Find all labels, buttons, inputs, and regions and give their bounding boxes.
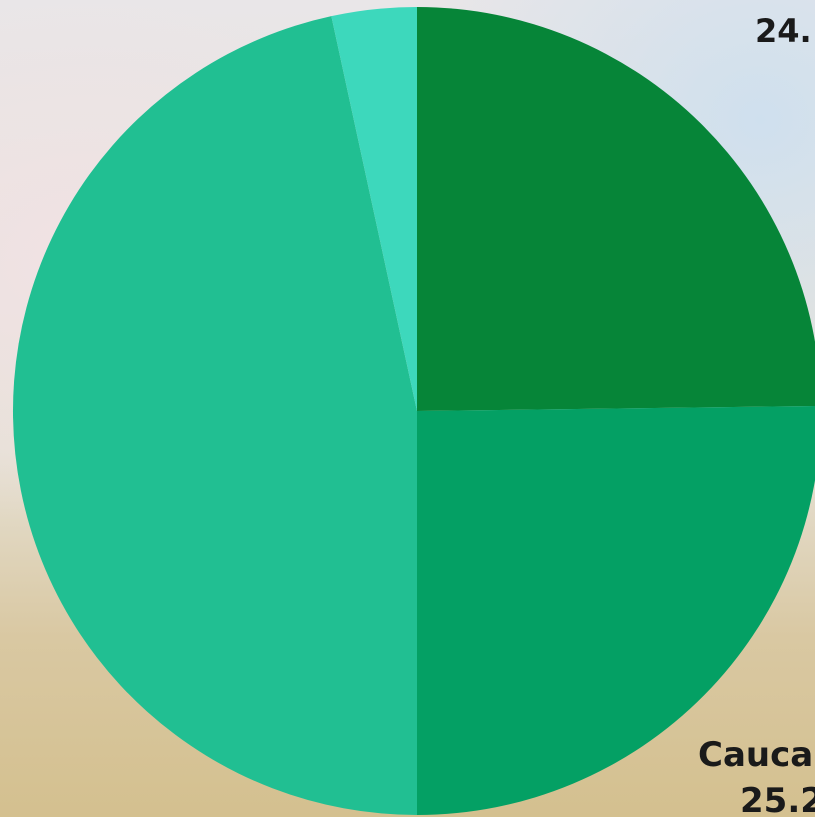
pie-slice-2: [12, 16, 418, 816]
pie-slices: [12, 6, 815, 816]
pie-slice-3: [331, 6, 417, 411]
pie-labels: 24. Cauca 25.2: [698, 12, 815, 817]
pie-slice-0: [417, 7, 815, 411]
slice-1-value-label: 25.2: [740, 781, 815, 817]
slice-1-category-label: Cauca: [698, 735, 813, 775]
pie-slice-1: [417, 405, 815, 815]
slice-0-value-label: 24.: [755, 12, 812, 50]
